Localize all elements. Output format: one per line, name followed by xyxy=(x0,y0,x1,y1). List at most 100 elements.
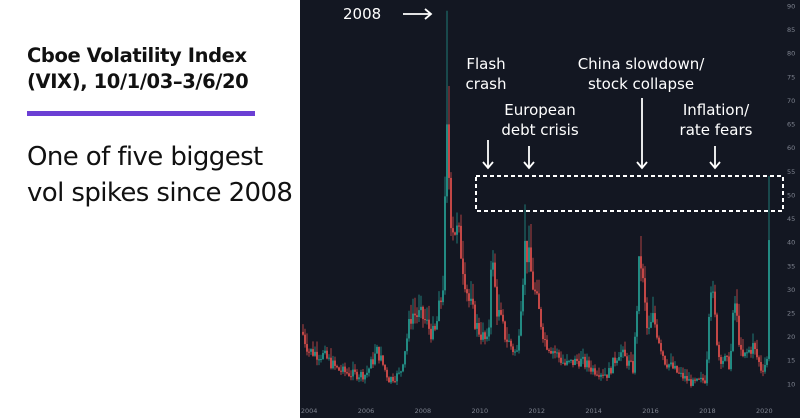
candle-body xyxy=(642,268,644,279)
y-tick-label: 45 xyxy=(787,215,795,223)
candle-body xyxy=(712,291,714,293)
candle-body xyxy=(466,289,468,294)
candle-body xyxy=(308,351,310,353)
candle-body xyxy=(760,362,762,371)
annotation-inflation-rate-fears: Inflation/ rate fears xyxy=(679,101,753,139)
x-tick-label: 2020 xyxy=(756,407,773,415)
candle-body xyxy=(564,362,566,365)
candle-body xyxy=(370,359,372,369)
candle-body xyxy=(600,374,602,377)
candle-body xyxy=(656,324,658,338)
candle-body xyxy=(648,327,650,329)
candle-body xyxy=(374,353,376,365)
candle-body xyxy=(514,351,516,353)
candle-body xyxy=(344,366,346,373)
candle-body xyxy=(630,360,632,362)
candle-body xyxy=(328,357,330,359)
candle-body xyxy=(548,349,550,351)
y-tick-label: 30 xyxy=(787,286,795,294)
candle-body xyxy=(474,304,476,329)
candle-body xyxy=(556,352,558,354)
candle-body xyxy=(312,349,314,356)
candle-body xyxy=(676,365,678,373)
candle-body xyxy=(660,343,662,352)
candle-body xyxy=(652,313,654,322)
candle-body xyxy=(696,378,698,381)
candle-body xyxy=(636,311,638,337)
candle-body xyxy=(570,359,572,361)
candle-body xyxy=(610,368,612,374)
candle-body xyxy=(560,357,562,363)
candle-body xyxy=(654,313,656,325)
candle-body xyxy=(740,344,742,350)
candle-body xyxy=(602,374,604,376)
candle-body xyxy=(408,319,410,339)
candle-body xyxy=(768,240,770,359)
candle-body xyxy=(716,314,718,345)
candle-body xyxy=(528,247,530,263)
candle-body xyxy=(444,196,446,291)
candle-body xyxy=(658,337,660,344)
candle-body xyxy=(670,362,672,365)
title-underline xyxy=(27,111,255,116)
candle-body xyxy=(380,355,382,361)
x-tick-label: 2004 xyxy=(301,407,318,415)
candle-body xyxy=(394,381,396,383)
candle-body xyxy=(496,286,498,317)
candle-body xyxy=(638,256,640,312)
candle-body xyxy=(432,325,434,340)
candle-body xyxy=(624,349,626,357)
candle-body xyxy=(460,225,462,259)
candle-body xyxy=(744,352,746,357)
candle-body xyxy=(452,228,454,233)
candle-body xyxy=(398,372,400,374)
candle-body xyxy=(552,351,554,354)
y-tick-label: 15 xyxy=(787,357,795,365)
candle-body xyxy=(480,334,482,340)
y-tick-label: 85 xyxy=(787,26,795,34)
candle-body xyxy=(430,328,432,340)
candles-layer xyxy=(302,10,770,388)
candle-body xyxy=(590,367,592,372)
y-tick-label: 65 xyxy=(787,121,795,129)
candle-body xyxy=(596,374,598,376)
chart-panel: 10 15 20 25 30 35 40 45 50 55 60 65 70 75 80 85 90 2004 2… xyxy=(300,0,800,418)
candle-body xyxy=(388,377,390,383)
candle-body xyxy=(640,256,642,269)
candle-body xyxy=(706,359,708,384)
arrow-2008 xyxy=(403,8,433,20)
candle-body xyxy=(470,298,472,301)
x-tick-label: 2010 xyxy=(472,407,489,415)
chart-title: Cboe Volatility Index (VIX), 10/1/03–3/6… xyxy=(27,44,249,93)
candle-body xyxy=(672,362,674,369)
candle-body xyxy=(454,232,456,235)
candle-body xyxy=(360,371,362,378)
candle-body xyxy=(616,360,618,364)
candle-body xyxy=(426,319,428,321)
candle-body xyxy=(304,334,306,345)
candle-body xyxy=(358,377,360,380)
candle-body xyxy=(720,357,722,364)
annotation-2008: 2008 xyxy=(343,5,382,23)
candle-body xyxy=(506,339,508,342)
candle-body xyxy=(442,290,444,303)
candle-body xyxy=(434,325,436,330)
candle-body xyxy=(362,371,364,380)
candle-body xyxy=(708,316,710,360)
candle-body xyxy=(450,177,452,229)
candle-body xyxy=(738,315,740,345)
candle-body xyxy=(498,310,500,317)
candle-body xyxy=(340,370,342,372)
candle-body xyxy=(536,291,538,294)
candle-body xyxy=(746,352,748,354)
candle-body xyxy=(428,319,430,329)
candle-body xyxy=(530,247,532,272)
candle-body xyxy=(456,225,458,235)
candle-body xyxy=(704,380,706,384)
candle-body xyxy=(742,349,744,357)
candle-body xyxy=(324,350,326,354)
candle-body xyxy=(700,377,702,380)
arrow-inflation-rate-fears xyxy=(709,146,721,170)
candle-body xyxy=(580,358,582,367)
